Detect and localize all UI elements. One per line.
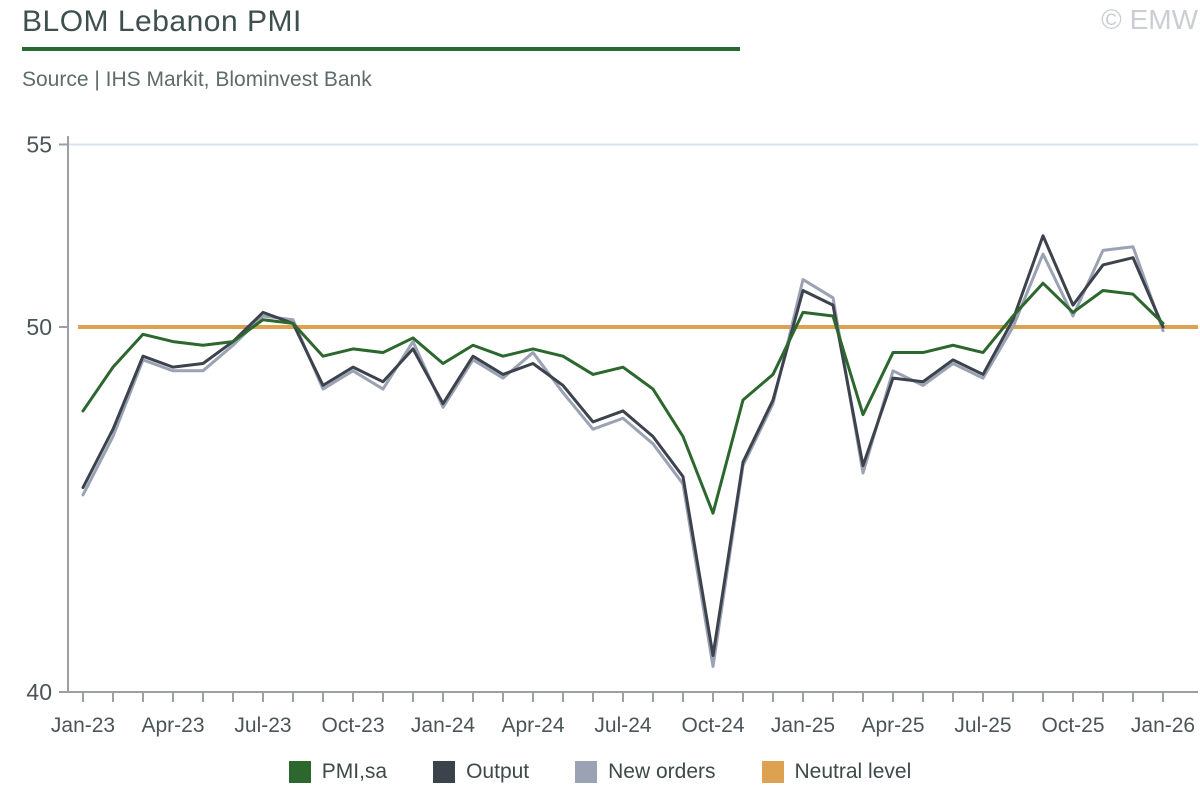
x-tick-label: Jul-23 xyxy=(234,714,291,737)
legend-item-new-orders: New orders xyxy=(575,760,716,784)
copyright-watermark: © EMW xyxy=(1101,4,1198,35)
x-tick-label: Apr-24 xyxy=(501,714,564,737)
legend-swatch-output xyxy=(433,761,456,783)
pmi-line-chart: 55 50 40 Jan-23 Apr-23 Jul-23 Oct-23 Jan-24 Apr-… xyxy=(26,132,1198,737)
source-caption: Source | IHS Markit, Blominvest Bank xyxy=(22,68,372,91)
legend-label-output: Output xyxy=(466,760,530,783)
legend-label-new-orders: New orders xyxy=(608,760,716,783)
x-tick-label: Apr-23 xyxy=(141,714,204,737)
series-line-new-orders xyxy=(81,245,1165,668)
x-tick-label: Jan-26 xyxy=(1131,714,1195,737)
x-tick-label: Jan-25 xyxy=(771,714,835,737)
page-title: BLOM Lebanon PMI xyxy=(22,5,302,38)
legend-label-neutral-level: Neutral level xyxy=(794,760,912,783)
y-tick-label: 55 xyxy=(26,132,52,158)
x-tick-label: Jul-25 xyxy=(954,714,1011,737)
x-tick-label: Oct-23 xyxy=(321,714,384,737)
x-tick-label: Apr-25 xyxy=(861,714,924,737)
legend-item-neutral-level: Neutral level xyxy=(761,760,912,784)
legend-item-output: Output xyxy=(433,760,529,784)
legend-item-pmi-sa: PMI,sa xyxy=(288,760,388,784)
x-tick-label: Jul-24 xyxy=(594,714,652,737)
legend-label-pmi-sa: PMI,sa xyxy=(321,760,388,783)
legend-swatch-new-orders xyxy=(575,761,598,783)
y-tick-label: 50 xyxy=(26,314,52,340)
x-tick-label: Oct-24 xyxy=(681,714,744,737)
legend-swatch-pmi-sa xyxy=(288,761,311,783)
x-tick-label: Oct-25 xyxy=(1041,714,1104,737)
chart-legend: PMI,sa Output New orders Neutral level xyxy=(0,760,1200,784)
x-tick-label: Jan-23 xyxy=(51,714,115,737)
title-underline xyxy=(22,47,740,51)
y-tick-label: 40 xyxy=(26,679,52,705)
series-line-pmi-sa xyxy=(81,281,1165,515)
legend-swatch-neutral-level xyxy=(761,761,784,783)
x-tick-label: Jan-24 xyxy=(411,714,476,737)
series-line-output xyxy=(81,234,1165,657)
